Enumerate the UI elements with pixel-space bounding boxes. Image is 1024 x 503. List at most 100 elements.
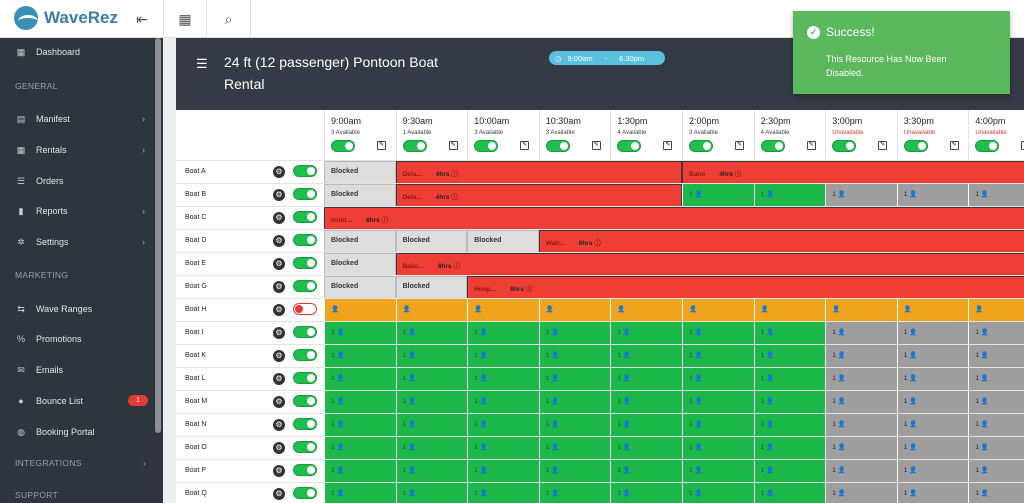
availability-cell[interactable]: 1 👤 — [467, 391, 539, 414]
boat-enable-toggle[interactable] — [293, 257, 317, 269]
availability-cell[interactable]: 1 👤 — [324, 460, 396, 483]
blocked-cell[interactable]: Blocked — [324, 230, 396, 253]
availability-cell[interactable]: 1 👤 — [896, 460, 969, 483]
availability-cell[interactable]: 1 👤 — [825, 437, 897, 460]
edit-icon[interactable]: ✎ — [448, 141, 458, 150]
boat-enable-toggle[interactable] — [293, 418, 317, 430]
sidebar-item-wave-ranges[interactable]: ⇆ Wave Ranges — [0, 299, 155, 319]
gear-icon[interactable]: ⚙ — [273, 166, 285, 178]
edit-icon[interactable]: ✎ — [377, 141, 386, 150]
boat-enable-toggle[interactable] — [293, 280, 317, 292]
availability-cell[interactable]: 1 👤 — [538, 460, 611, 483]
edit-icon[interactable]: ✎ — [663, 141, 673, 150]
sidebar-item-dashboard[interactable]: ▦ Dashboard — [0, 42, 155, 62]
availability-cell[interactable]: 1 👤 — [896, 414, 969, 437]
availability-cell[interactable]: 1 👤 — [968, 414, 1024, 437]
availability-cell[interactable]: 1 👤 — [968, 345, 1024, 368]
boat-enable-toggle[interactable] — [293, 326, 317, 338]
availability-cell[interactable]: 1 👤 — [896, 184, 969, 207]
availability-cell[interactable]: 1 👤 — [825, 322, 897, 345]
gear-icon[interactable]: ⚙ — [273, 419, 285, 431]
blocked-cell[interactable]: Blocked — [324, 161, 396, 184]
sidebar-item-promotions[interactable]: % Promotions — [0, 329, 155, 349]
availability-cell[interactable]: 1 👤 — [538, 322, 611, 345]
availability-cell[interactable]: 1 👤 — [467, 345, 539, 368]
boat-enable-toggle[interactable] — [293, 303, 317, 315]
availability-cell[interactable]: 1 👤 — [395, 345, 468, 368]
boat-enable-toggle[interactable] — [293, 234, 317, 246]
availability-cell[interactable]: 1 👤 — [825, 483, 897, 503]
availability-cell[interactable]: 1 👤 — [896, 437, 969, 460]
availability-cell[interactable]: 1 👤 — [610, 483, 682, 503]
availability-cell[interactable]: 1 👤 — [467, 368, 539, 391]
booking-block[interactable]: Hoop... 8hrs ⓘ — [467, 276, 1024, 299]
availability-cell[interactable]: 1 👤 — [753, 345, 826, 368]
availability-cell[interactable]: 1 👤 — [825, 414, 897, 437]
sidebar-scrollbar[interactable] — [155, 38, 161, 433]
availability-cell[interactable]: 1 👤 — [538, 483, 611, 503]
blocked-cell[interactable]: Blocked — [395, 230, 468, 253]
availability-cell[interactable]: 1 👤 — [968, 437, 1024, 460]
availability-cell[interactable]: 1 👤 — [753, 184, 826, 207]
disabled-cell[interactable]: 👤 — [324, 299, 396, 322]
availability-cell[interactable]: 1 👤 — [968, 322, 1024, 345]
availability-cell[interactable]: 1 👤 — [395, 368, 468, 391]
availability-cell[interactable]: 1 👤 — [395, 437, 468, 460]
slot-toggle[interactable] — [975, 140, 1000, 152]
availability-cell[interactable]: 1 👤 — [610, 460, 682, 483]
availability-cell[interactable]: 1 👤 — [753, 368, 826, 391]
boat-enable-toggle[interactable] — [293, 464, 317, 476]
boat-enable-toggle[interactable] — [293, 165, 317, 177]
availability-cell[interactable]: 1 👤 — [324, 483, 396, 503]
edit-icon[interactable]: ✎ — [806, 141, 816, 150]
slot-toggle[interactable] — [760, 140, 785, 152]
blocked-cell[interactable]: Blocked — [324, 253, 396, 276]
slot-toggle[interactable] — [474, 140, 499, 152]
booking-block[interactable]: midd... 8hrs ⓘ — [324, 207, 1024, 230]
disabled-cell[interactable]: 👤 — [610, 299, 682, 322]
disabled-cell[interactable]: 👤 — [753, 299, 826, 322]
booking-block[interactable]: Walt... 8hrs ⓘ — [538, 230, 1024, 253]
search-icon[interactable]: ⌕ — [207, 0, 251, 38]
disabled-cell[interactable]: 👤 — [968, 299, 1024, 322]
collapse-sidebar-icon[interactable]: ⇤ — [136, 10, 148, 27]
sidebar-item-reports[interactable]: ▮ Reports › — [0, 201, 155, 221]
availability-cell[interactable]: 1 👤 — [467, 322, 539, 345]
availability-cell[interactable]: 1 👤 — [968, 391, 1024, 414]
boat-enable-toggle[interactable] — [293, 372, 317, 384]
gear-icon[interactable]: ⚙ — [273, 327, 285, 339]
availability-cell[interactable]: 1 👤 — [610, 368, 682, 391]
availability-cell[interactable]: 1 👤 — [968, 460, 1024, 483]
blocked-cell[interactable]: Blocked — [395, 276, 468, 299]
availability-cell[interactable]: 1 👤 — [395, 391, 468, 414]
gear-icon[interactable]: ⚙ — [273, 189, 285, 201]
sidebar-item-orders[interactable]: ☰ Orders — [0, 171, 155, 191]
slot-toggle[interactable] — [402, 140, 427, 152]
booking-block[interactable]: Dela... 4hrs ⓘ — [395, 184, 682, 207]
availability-cell[interactable]: 1 👤 — [753, 437, 826, 460]
edit-icon[interactable]: ✎ — [949, 141, 959, 150]
blocked-cell[interactable]: Blocked — [467, 230, 539, 253]
gear-icon[interactable]: ⚙ — [273, 442, 285, 454]
sidebar-item-booking-portal[interactable]: ◍ Booking Portal — [0, 422, 155, 442]
availability-cell[interactable]: 1 👤 — [896, 322, 969, 345]
gear-icon[interactable]: ⚙ — [273, 465, 285, 477]
availability-cell[interactable]: 1 👤 — [753, 391, 826, 414]
availability-cell[interactable]: 1 👤 — [825, 184, 897, 207]
availability-cell[interactable]: 1 👤 — [968, 483, 1024, 503]
availability-cell[interactable]: 1 👤 — [753, 460, 826, 483]
booking-block[interactable]: Dela... 4hrs ⓘ — [395, 161, 682, 184]
gear-icon[interactable]: ⚙ — [273, 373, 285, 385]
slot-toggle[interactable] — [545, 140, 570, 152]
disabled-cell[interactable]: 👤 — [682, 299, 754, 322]
availability-cell[interactable]: 1 👤 — [968, 368, 1024, 391]
availability-cell[interactable]: 1 👤 — [825, 368, 897, 391]
gear-icon[interactable]: ⚙ — [273, 281, 285, 293]
sidebar-item-bounce-list[interactable]: ● Bounce List 1 — [0, 391, 155, 411]
gear-icon[interactable]: ⚙ — [273, 488, 285, 500]
menu-icon[interactable]: ☰ — [196, 56, 208, 71]
slot-toggle[interactable] — [689, 140, 713, 152]
availability-cell[interactable]: 1 👤 — [538, 345, 611, 368]
app-logo[interactable]: WaveRez — [14, 6, 118, 30]
availability-cell[interactable]: 1 👤 — [825, 345, 897, 368]
